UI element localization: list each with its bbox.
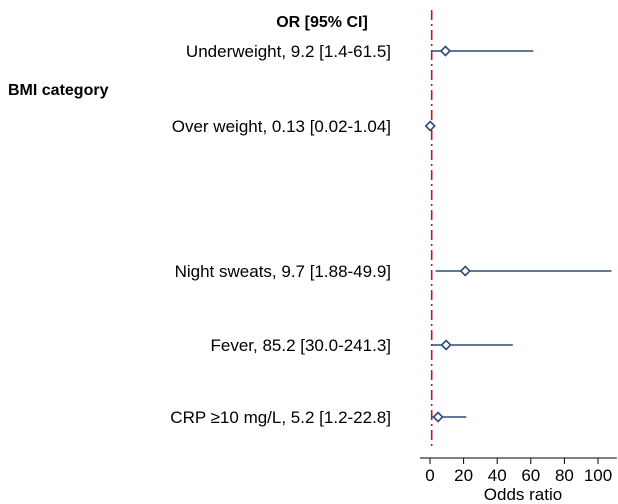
x-tick-label: 60 xyxy=(521,466,540,485)
x-tick-label: 100 xyxy=(584,466,612,485)
or-marker xyxy=(459,265,471,277)
x-tick-label: 40 xyxy=(488,466,507,485)
or-marker xyxy=(432,411,444,423)
x-tick-label: 80 xyxy=(555,466,574,485)
or-marker xyxy=(424,120,436,132)
row-label: CRP ≥10 mg/L, 5.2 [1.2-22.8] xyxy=(170,408,391,427)
x-axis-label: Odds ratio xyxy=(484,485,562,504)
or-marker xyxy=(440,339,452,351)
row-label: Over weight, 0.13 [0.02-1.04] xyxy=(172,117,391,136)
row-label: Fever, 85.2 [30.0-241.3] xyxy=(210,336,391,355)
group-label: BMI category xyxy=(8,82,109,99)
row-label: Night sweats, 9.7 [1.88-49.9] xyxy=(175,262,391,281)
x-tick-label: 20 xyxy=(454,466,473,485)
row-label: Underweight, 9.2 [1.4-61.5] xyxy=(186,42,391,61)
x-tick-label: 0 xyxy=(425,466,434,485)
rows-layer: Underweight, 9.2 [1.4-61.5] Over weight, … xyxy=(170,42,612,427)
or-marker xyxy=(439,45,452,57)
column-header: OR [95% CI] xyxy=(276,14,368,31)
x-axis: 0 20 40 60 80 100 xyxy=(420,457,617,485)
